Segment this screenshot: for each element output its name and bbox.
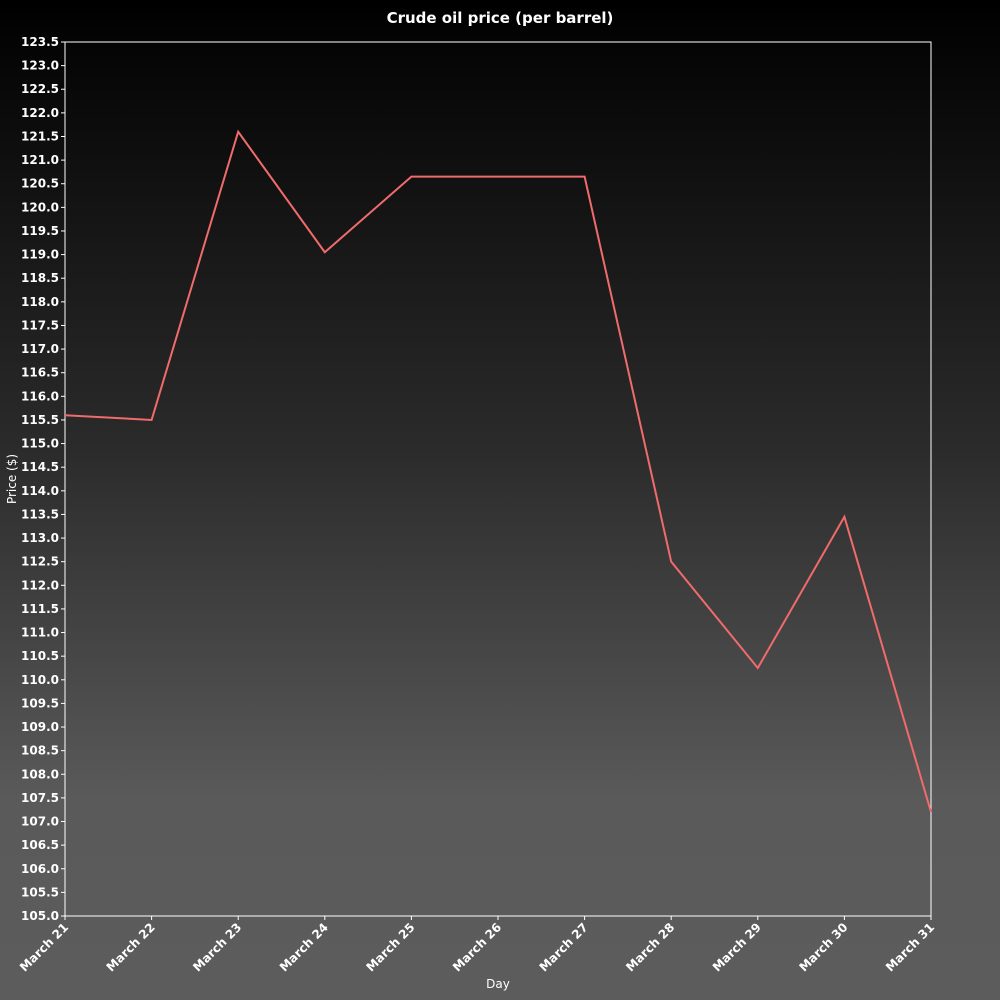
y-tick-label: 109.0	[21, 720, 59, 734]
y-tick-label: 120.5	[21, 177, 59, 191]
series-layer	[64, 129, 932, 813]
y-tick-label: 121.5	[21, 129, 59, 143]
x-tick-label: March 26	[450, 920, 504, 974]
y-tick-label: 123.5	[21, 35, 59, 49]
y-tick-label: 113.5	[21, 507, 59, 521]
y-tick-label: 106.5	[21, 838, 59, 852]
y-tick-label: 105.5	[21, 885, 59, 899]
y-tick-label: 114.5	[21, 460, 59, 474]
x-tick-label: March 23	[190, 920, 244, 974]
y-tick-label: 115.0	[21, 437, 59, 451]
x-tick-label: March 21	[17, 920, 71, 974]
x-axis: March 21 March 22 March 23 March 24 March 25…	[17, 916, 937, 974]
y-tick-label: 119.0	[21, 248, 59, 262]
y-tick-label: 108.0	[21, 767, 59, 781]
y-tick-label: 106.0	[21, 862, 59, 876]
y-tick-label: 112.5	[21, 555, 59, 569]
y-tick-label: 116.0	[21, 389, 59, 403]
x-tick-label: March 30	[796, 920, 850, 974]
x-tick-label: March 27	[537, 920, 591, 974]
y-tick-label: 115.5	[21, 413, 59, 427]
y-tick-label: 120.0	[21, 200, 59, 214]
y-tick-label: 117.5	[21, 318, 59, 332]
y-tick-label: 113.0	[21, 531, 59, 545]
y-tick-label: 114.0	[21, 484, 59, 498]
y-tick-label: 111.0	[21, 626, 59, 640]
y-tick-label: 122.0	[21, 106, 59, 120]
x-tick-label: March 28	[623, 920, 677, 974]
x-tick-label: March 31	[883, 920, 937, 974]
x-tick-label: March 29	[710, 920, 764, 974]
y-tick-label: 110.0	[21, 673, 59, 687]
y-tick-label: 118.0	[21, 295, 59, 309]
y-axis: 105.0 105.5 106.0 106.5 107.0 107.5 108.0 108.5…	[21, 35, 65, 923]
y-tick-label: 107.5	[21, 791, 59, 805]
y-tick-label: 112.0	[21, 578, 59, 592]
chart-title: Crude oil price (per barrel)	[387, 9, 614, 27]
x-tick-label: March 22	[104, 920, 158, 974]
y-tick-label: 107.0	[21, 815, 59, 829]
x-axis-label: Day	[486, 977, 510, 991]
x-tick-label: March 24	[277, 920, 331, 974]
y-tick-label: 108.5	[21, 744, 59, 758]
y-tick-label: 116.5	[21, 366, 59, 380]
y-tick-label: 121.0	[21, 153, 59, 167]
y-tick-label: 110.5	[21, 649, 59, 663]
x-tick-label: March 25	[363, 920, 417, 974]
y-tick-label: 117.0	[21, 342, 59, 356]
series-line	[64, 129, 932, 813]
y-tick-label: 105.0	[21, 909, 59, 923]
y-tick-label: 123.0	[21, 59, 59, 73]
plot-area-frame	[64, 41, 932, 917]
y-axis-label: Price ($)	[5, 454, 19, 504]
y-tick-label: 122.5	[21, 82, 59, 96]
y-tick-label: 109.5	[21, 696, 59, 710]
y-tick-label: 119.5	[21, 224, 59, 238]
y-tick-label: 111.5	[21, 602, 59, 616]
y-tick-label: 118.5	[21, 271, 59, 285]
